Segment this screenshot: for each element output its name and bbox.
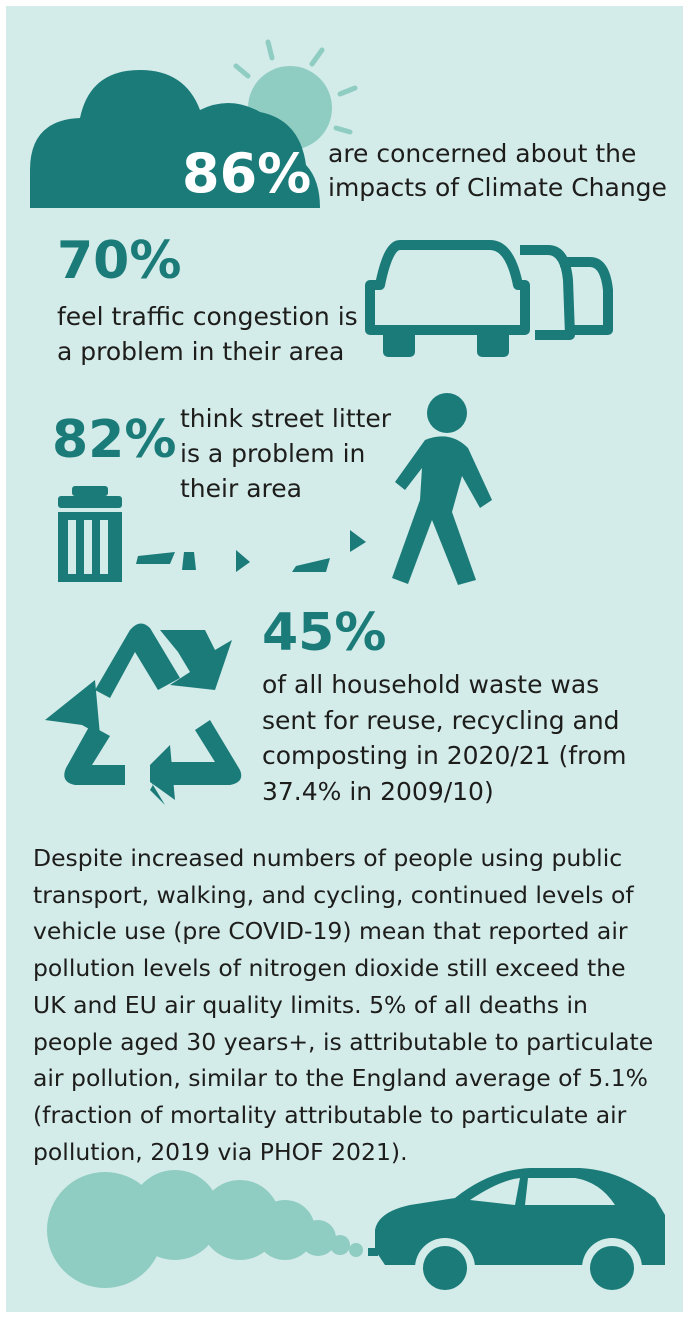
paragraph-line: air pollution, similar to the England av… [33,1064,648,1092]
stat-text: are concerned about the [328,139,636,168]
stat-value: 45% [262,603,386,663]
stat-text: a problem in their area [57,337,344,366]
stat-text: composting in 2020/21 (from [262,741,626,770]
paragraph-line: Despite increased numbers of people usin… [33,844,622,872]
infographic: 86% are concerned about the impacts of C… [0,0,689,1318]
stat-value: 82% [52,410,176,470]
stat-value: 86% [182,142,311,205]
paragraph-line: UK and EU air quality limits. 5% of all … [33,991,588,1019]
paragraph-line: vehicle use (pre COVID-19) mean that rep… [33,917,628,945]
stat-value: 70% [57,231,181,291]
stat-text: their area [180,474,302,503]
paragraph-line: people aged 30 years+, is attributable t… [33,1028,653,1056]
stat-text: is a problem in [180,439,365,468]
paragraph-line: pollution levels of nitrogen dioxide sti… [33,954,626,982]
paragraph-line: pollution, 2019 via PHOF 2021). [33,1138,408,1166]
paragraph-line: (fraction of mortality attributable to p… [33,1101,627,1129]
paragraph: Despite increased numbers of people usin… [33,844,653,1166]
stat-text: feel traffic congestion is [57,302,358,331]
stat-text: impacts of Climate Change [328,173,667,202]
stat-text: think street litter [180,404,392,433]
stat-text: sent for reuse, recycling and [262,706,620,735]
stat-text: of all household waste was [262,670,599,699]
stat-text: 37.4% in 2009/10) [262,777,494,806]
paragraph-line: transport, walking, and cycling, continu… [33,881,634,909]
